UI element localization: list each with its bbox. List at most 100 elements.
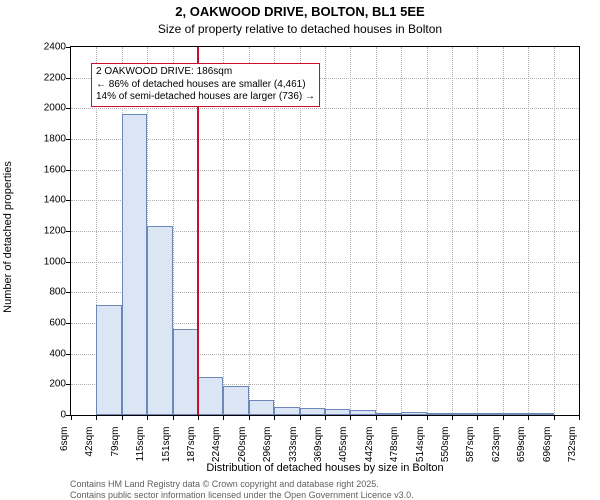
histogram-bar bbox=[96, 305, 121, 415]
histogram-bar bbox=[528, 413, 553, 415]
footer-line-2: Contains public sector information licen… bbox=[70, 490, 590, 500]
gridline-v bbox=[401, 47, 402, 415]
xtick-mark bbox=[223, 415, 224, 420]
xtick-label: 79sqm bbox=[110, 427, 121, 472]
gridline-v bbox=[554, 47, 555, 415]
xtick-mark bbox=[503, 415, 504, 420]
xtick-label: 333sqm bbox=[288, 427, 299, 472]
xtick-mark bbox=[427, 415, 428, 420]
ytick-label: 1600 bbox=[26, 164, 66, 175]
histogram-bar bbox=[147, 226, 172, 415]
xtick-mark bbox=[71, 415, 72, 420]
annotation-line: ← 86% of detached houses are smaller (4,… bbox=[96, 79, 315, 92]
histogram-bar bbox=[452, 413, 477, 415]
ytick-label: 2200 bbox=[26, 72, 66, 83]
histogram-bar bbox=[198, 377, 223, 415]
histogram-bar bbox=[325, 409, 350, 415]
xtick-label: 6sqm bbox=[59, 427, 70, 472]
ytick-mark bbox=[66, 384, 71, 385]
xtick-mark bbox=[173, 415, 174, 420]
ytick-mark bbox=[66, 354, 71, 355]
ytick-label: 800 bbox=[26, 287, 66, 298]
ytick-mark bbox=[66, 262, 71, 263]
plot-area: 2 OAKWOOD DRIVE: 186sqm← 86% of detached… bbox=[70, 46, 580, 416]
xtick-label: 151sqm bbox=[161, 427, 172, 472]
xtick-mark bbox=[579, 415, 580, 420]
xtick-mark bbox=[274, 415, 275, 420]
xtick-label: 224sqm bbox=[211, 427, 222, 472]
histogram-bar bbox=[223, 386, 248, 415]
gridline-v bbox=[477, 47, 478, 415]
xtick-label: 260sqm bbox=[237, 427, 248, 472]
xtick-label: 696sqm bbox=[542, 427, 553, 472]
x-axis-label: Distribution of detached houses by size … bbox=[70, 462, 580, 474]
xtick-label: 550sqm bbox=[440, 427, 451, 472]
gridline-v bbox=[503, 47, 504, 415]
ytick-mark bbox=[66, 47, 71, 48]
xtick-label: 659sqm bbox=[516, 427, 527, 472]
xtick-label: 587sqm bbox=[465, 427, 476, 472]
xtick-label: 478sqm bbox=[389, 427, 400, 472]
annotation-box: 2 OAKWOOD DRIVE: 186sqm← 86% of detached… bbox=[91, 63, 320, 107]
gridline-v bbox=[325, 47, 326, 415]
histogram-bar bbox=[401, 412, 426, 415]
xtick-mark bbox=[198, 415, 199, 420]
xtick-mark bbox=[350, 415, 351, 420]
ytick-label: 400 bbox=[26, 348, 66, 359]
annotation-line: 14% of semi-detached houses are larger (… bbox=[96, 91, 315, 104]
histogram-bar bbox=[376, 413, 401, 415]
ytick-mark bbox=[66, 78, 71, 79]
gridline-v bbox=[528, 47, 529, 415]
histogram-bar bbox=[350, 410, 375, 415]
xtick-label: 296sqm bbox=[262, 427, 273, 472]
xtick-label: 42sqm bbox=[84, 427, 95, 472]
histogram-bar bbox=[477, 413, 502, 415]
histogram-bar bbox=[300, 408, 325, 415]
ytick-label: 600 bbox=[26, 318, 66, 329]
ytick-label: 2000 bbox=[26, 103, 66, 114]
histogram-bar bbox=[427, 413, 452, 415]
xtick-label: 442sqm bbox=[364, 427, 375, 472]
ytick-mark bbox=[66, 200, 71, 201]
ytick-label: 200 bbox=[26, 379, 66, 390]
xtick-label: 623sqm bbox=[491, 427, 502, 472]
annotation-line: 2 OAKWOOD DRIVE: 186sqm bbox=[96, 66, 315, 79]
footer-line-1: Contains HM Land Registry data © Crown c… bbox=[70, 479, 590, 489]
xtick-label: 187sqm bbox=[186, 427, 197, 472]
ytick-mark bbox=[66, 108, 71, 109]
ytick-label: 1000 bbox=[26, 256, 66, 267]
histogram-bar bbox=[274, 407, 299, 415]
xtick-mark bbox=[452, 415, 453, 420]
xtick-mark bbox=[96, 415, 97, 420]
ytick-label: 0 bbox=[26, 410, 66, 421]
chart-title: 2, OAKWOOD DRIVE, BOLTON, BL1 5EE bbox=[0, 4, 600, 19]
histogram-bar bbox=[503, 413, 528, 415]
xtick-label: 115sqm bbox=[135, 427, 146, 472]
xtick-mark bbox=[122, 415, 123, 420]
xtick-label: 369sqm bbox=[313, 427, 324, 472]
gridline-v bbox=[350, 47, 351, 415]
y-axis-label: Number of detached properties bbox=[2, 85, 14, 237]
xtick-label: 732sqm bbox=[567, 427, 578, 472]
gridline-v bbox=[427, 47, 428, 415]
xtick-mark bbox=[249, 415, 250, 420]
ytick-label: 1400 bbox=[26, 195, 66, 206]
xtick-mark bbox=[376, 415, 377, 420]
xtick-mark bbox=[401, 415, 402, 420]
ytick-mark bbox=[66, 292, 71, 293]
ytick-mark bbox=[66, 323, 71, 324]
ytick-label: 1800 bbox=[26, 134, 66, 145]
gridline-v bbox=[452, 47, 453, 415]
xtick-mark bbox=[554, 415, 555, 420]
histogram-bar bbox=[122, 114, 147, 415]
xtick-mark bbox=[325, 415, 326, 420]
ytick-label: 1200 bbox=[26, 226, 66, 237]
chart-subtitle: Size of property relative to detached ho… bbox=[0, 22, 600, 36]
ytick-label: 2400 bbox=[26, 42, 66, 53]
xtick-mark bbox=[300, 415, 301, 420]
xtick-label: 514sqm bbox=[415, 427, 426, 472]
xtick-mark bbox=[147, 415, 148, 420]
xtick-mark bbox=[477, 415, 478, 420]
ytick-mark bbox=[66, 170, 71, 171]
chart-container: 2, OAKWOOD DRIVE, BOLTON, BL1 5EE Size o… bbox=[0, 0, 600, 500]
